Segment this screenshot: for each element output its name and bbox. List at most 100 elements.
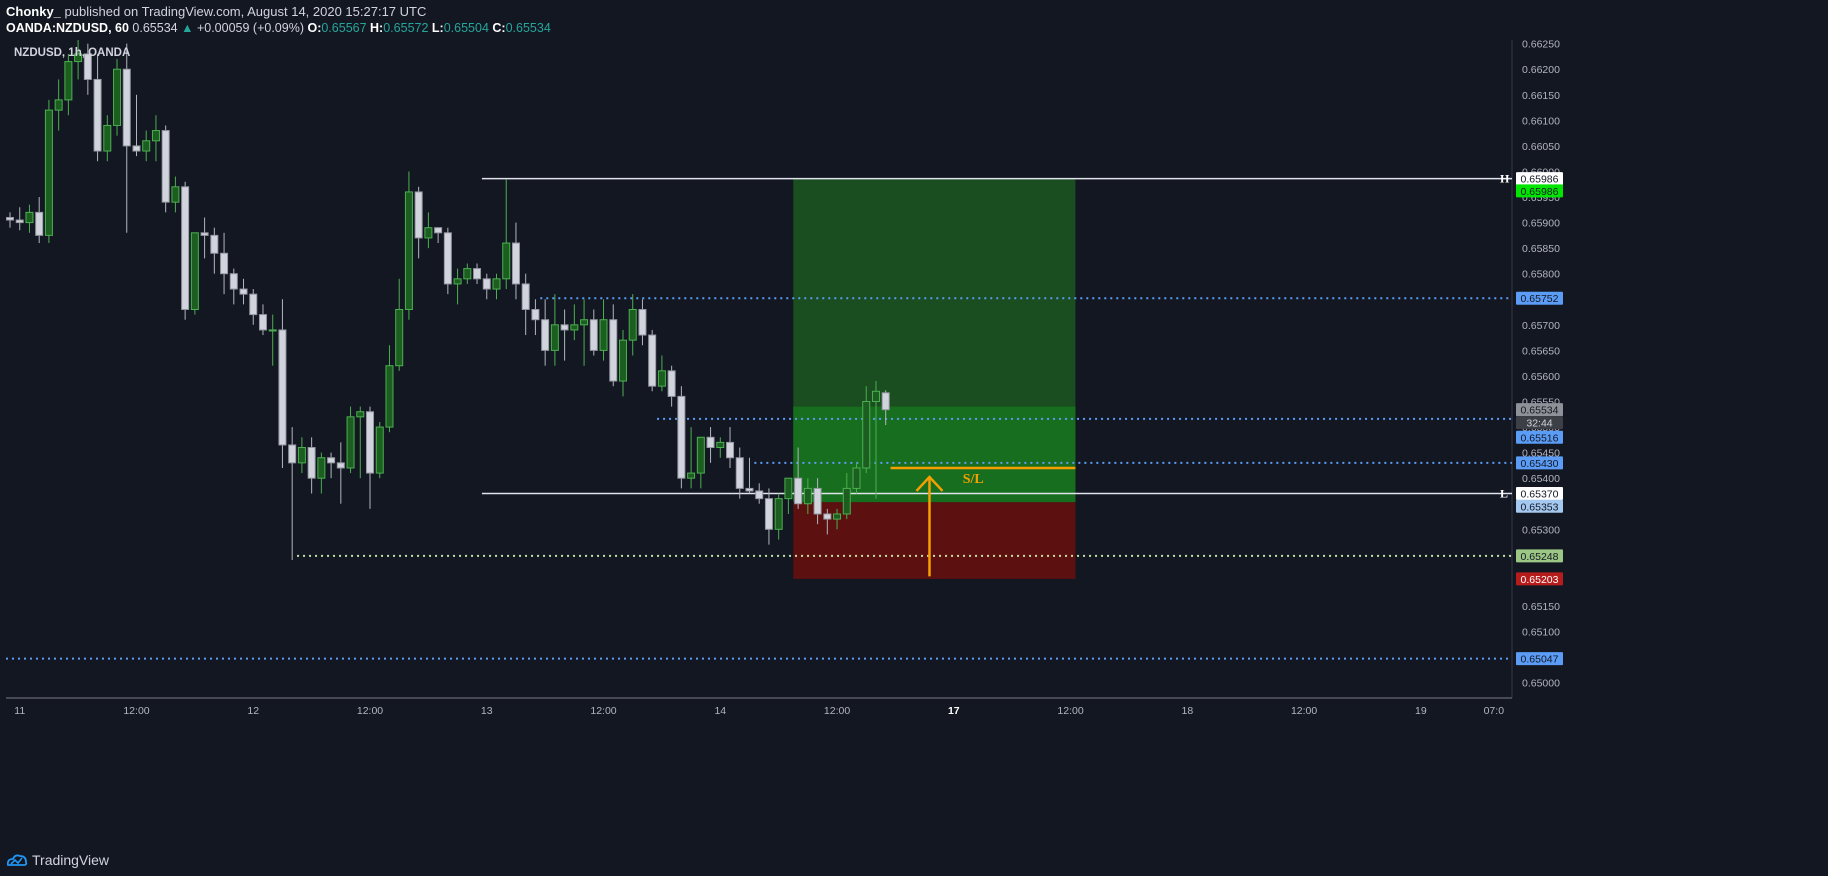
open-label: O: (307, 21, 322, 35)
price-tick-label: 0.65850 (1522, 243, 1560, 255)
candle-body (648, 334, 657, 387)
price-badge-label: 0.65534 (1521, 405, 1559, 417)
candle-body (113, 68, 122, 126)
candle-body (356, 411, 365, 418)
chart-title: NZDUSD, 1h, OANDA (14, 47, 130, 59)
time-tick-label: 18 (1181, 705, 1193, 717)
entry-zone (793, 406, 1076, 503)
price-badge (1516, 291, 1563, 305)
time-tick-label: 14 (714, 705, 726, 717)
price-badge-label: 0.65430 (1521, 458, 1559, 470)
candle-body (44, 109, 53, 236)
time-tick-label: 19 (1415, 705, 1427, 717)
price-badge-label: 0.65370 (1521, 489, 1559, 501)
candle-body (852, 467, 861, 489)
candle-body (366, 411, 375, 474)
price-badge-label: 0.65516 (1521, 432, 1559, 444)
price-badge (1516, 456, 1563, 470)
candle-body (560, 324, 569, 331)
candle-body (803, 487, 812, 505)
price-badge (1516, 184, 1563, 198)
candle-body (677, 395, 686, 479)
candle-body (307, 447, 316, 479)
candle-body (687, 472, 696, 479)
candle-body (83, 53, 92, 80)
candle-body (706, 436, 715, 449)
publish-text: published on TradingView.com, August 14,… (64, 4, 427, 19)
candle-body (200, 232, 209, 236)
price-badge-label: 0.65986 (1521, 174, 1559, 186)
candle-body (404, 191, 413, 310)
up-arrow-icon: ▲ (181, 21, 194, 35)
price-tick-label: 0.66150 (1522, 90, 1560, 102)
candle-body (375, 426, 384, 474)
candle-body (628, 308, 637, 341)
price-badge-label: 0.65353 (1521, 501, 1559, 513)
candle-body (813, 487, 822, 515)
candles-group (6, 38, 890, 560)
tradingview-logo[interactable]: TradingView (6, 852, 109, 868)
up-arrow-icon (915, 475, 944, 492)
candle-body (103, 124, 112, 152)
candle-body (64, 61, 73, 101)
candle-body (745, 487, 754, 492)
price-change: +0.00059 (+0.09%) (196, 21, 304, 35)
price-badge (1516, 430, 1563, 444)
low-marker-label: L (1500, 487, 1508, 501)
candle-body (346, 416, 355, 469)
price-tick-label: 0.66100 (1522, 115, 1560, 127)
candle-body (570, 324, 579, 331)
price-badge-label: 0.65047 (1521, 654, 1559, 666)
candle-body (492, 278, 501, 290)
price-chart[interactable]: H L S/L 0.66250 0.66200 0.66150 0.66100 0.66050… (0, 0, 1828, 846)
candle-body (657, 370, 666, 387)
candle-body (317, 457, 326, 479)
candle-body (473, 268, 482, 280)
candle-body (755, 490, 764, 500)
candle-body (667, 370, 676, 397)
candle-body (35, 211, 44, 236)
price-badge (1516, 487, 1563, 501)
candle-body (842, 487, 851, 515)
candle-body (25, 211, 34, 224)
candle-body (463, 268, 472, 280)
time-tick-label: 12 (247, 705, 259, 717)
price-tick-label: 0.66050 (1522, 141, 1560, 153)
candle-body (258, 314, 267, 331)
candle-body (580, 319, 589, 326)
candle-body (823, 513, 832, 520)
low-label: L: (431, 21, 444, 35)
candle-body (764, 498, 773, 530)
candle-body (336, 462, 345, 469)
time-tick-label: 13 (481, 705, 493, 717)
candle-body (794, 477, 803, 505)
candle-body (142, 140, 151, 152)
high-marker-label: H (1500, 172, 1510, 186)
candle-body (395, 308, 404, 367)
candle-body (589, 319, 598, 351)
price-badge (1516, 549, 1563, 563)
price-badge-label: 0.65986 (1521, 186, 1559, 198)
author-name[interactable]: Chonky_ (6, 4, 61, 19)
chart-header: Chonky_ published on TradingView.com, Au… (0, 0, 1828, 40)
candle-body (511, 242, 520, 285)
symbol-name[interactable]: OANDA:NZDUSD, 60 (6, 21, 129, 35)
candle-body (229, 273, 238, 290)
candle-body (638, 308, 647, 336)
candle-body (784, 477, 793, 500)
candle-body (531, 308, 540, 321)
price-tick-label: 0.65000 (1522, 678, 1560, 690)
candle-body (541, 319, 550, 351)
candle-body (74, 53, 83, 63)
price-tick-label: 0.65300 (1522, 524, 1560, 536)
candle-body (774, 498, 783, 530)
close-label: C: (492, 21, 506, 35)
price-badge (1516, 652, 1563, 666)
candle-body (210, 234, 219, 254)
last-price: 0.65534 (132, 21, 178, 35)
candle-body (618, 339, 627, 382)
time-tick-label: 12:00 (1057, 705, 1083, 717)
price-tick-label: 0.65650 (1522, 345, 1560, 357)
candle-body (881, 392, 890, 411)
price-tick-label: 0.65600 (1522, 371, 1560, 383)
